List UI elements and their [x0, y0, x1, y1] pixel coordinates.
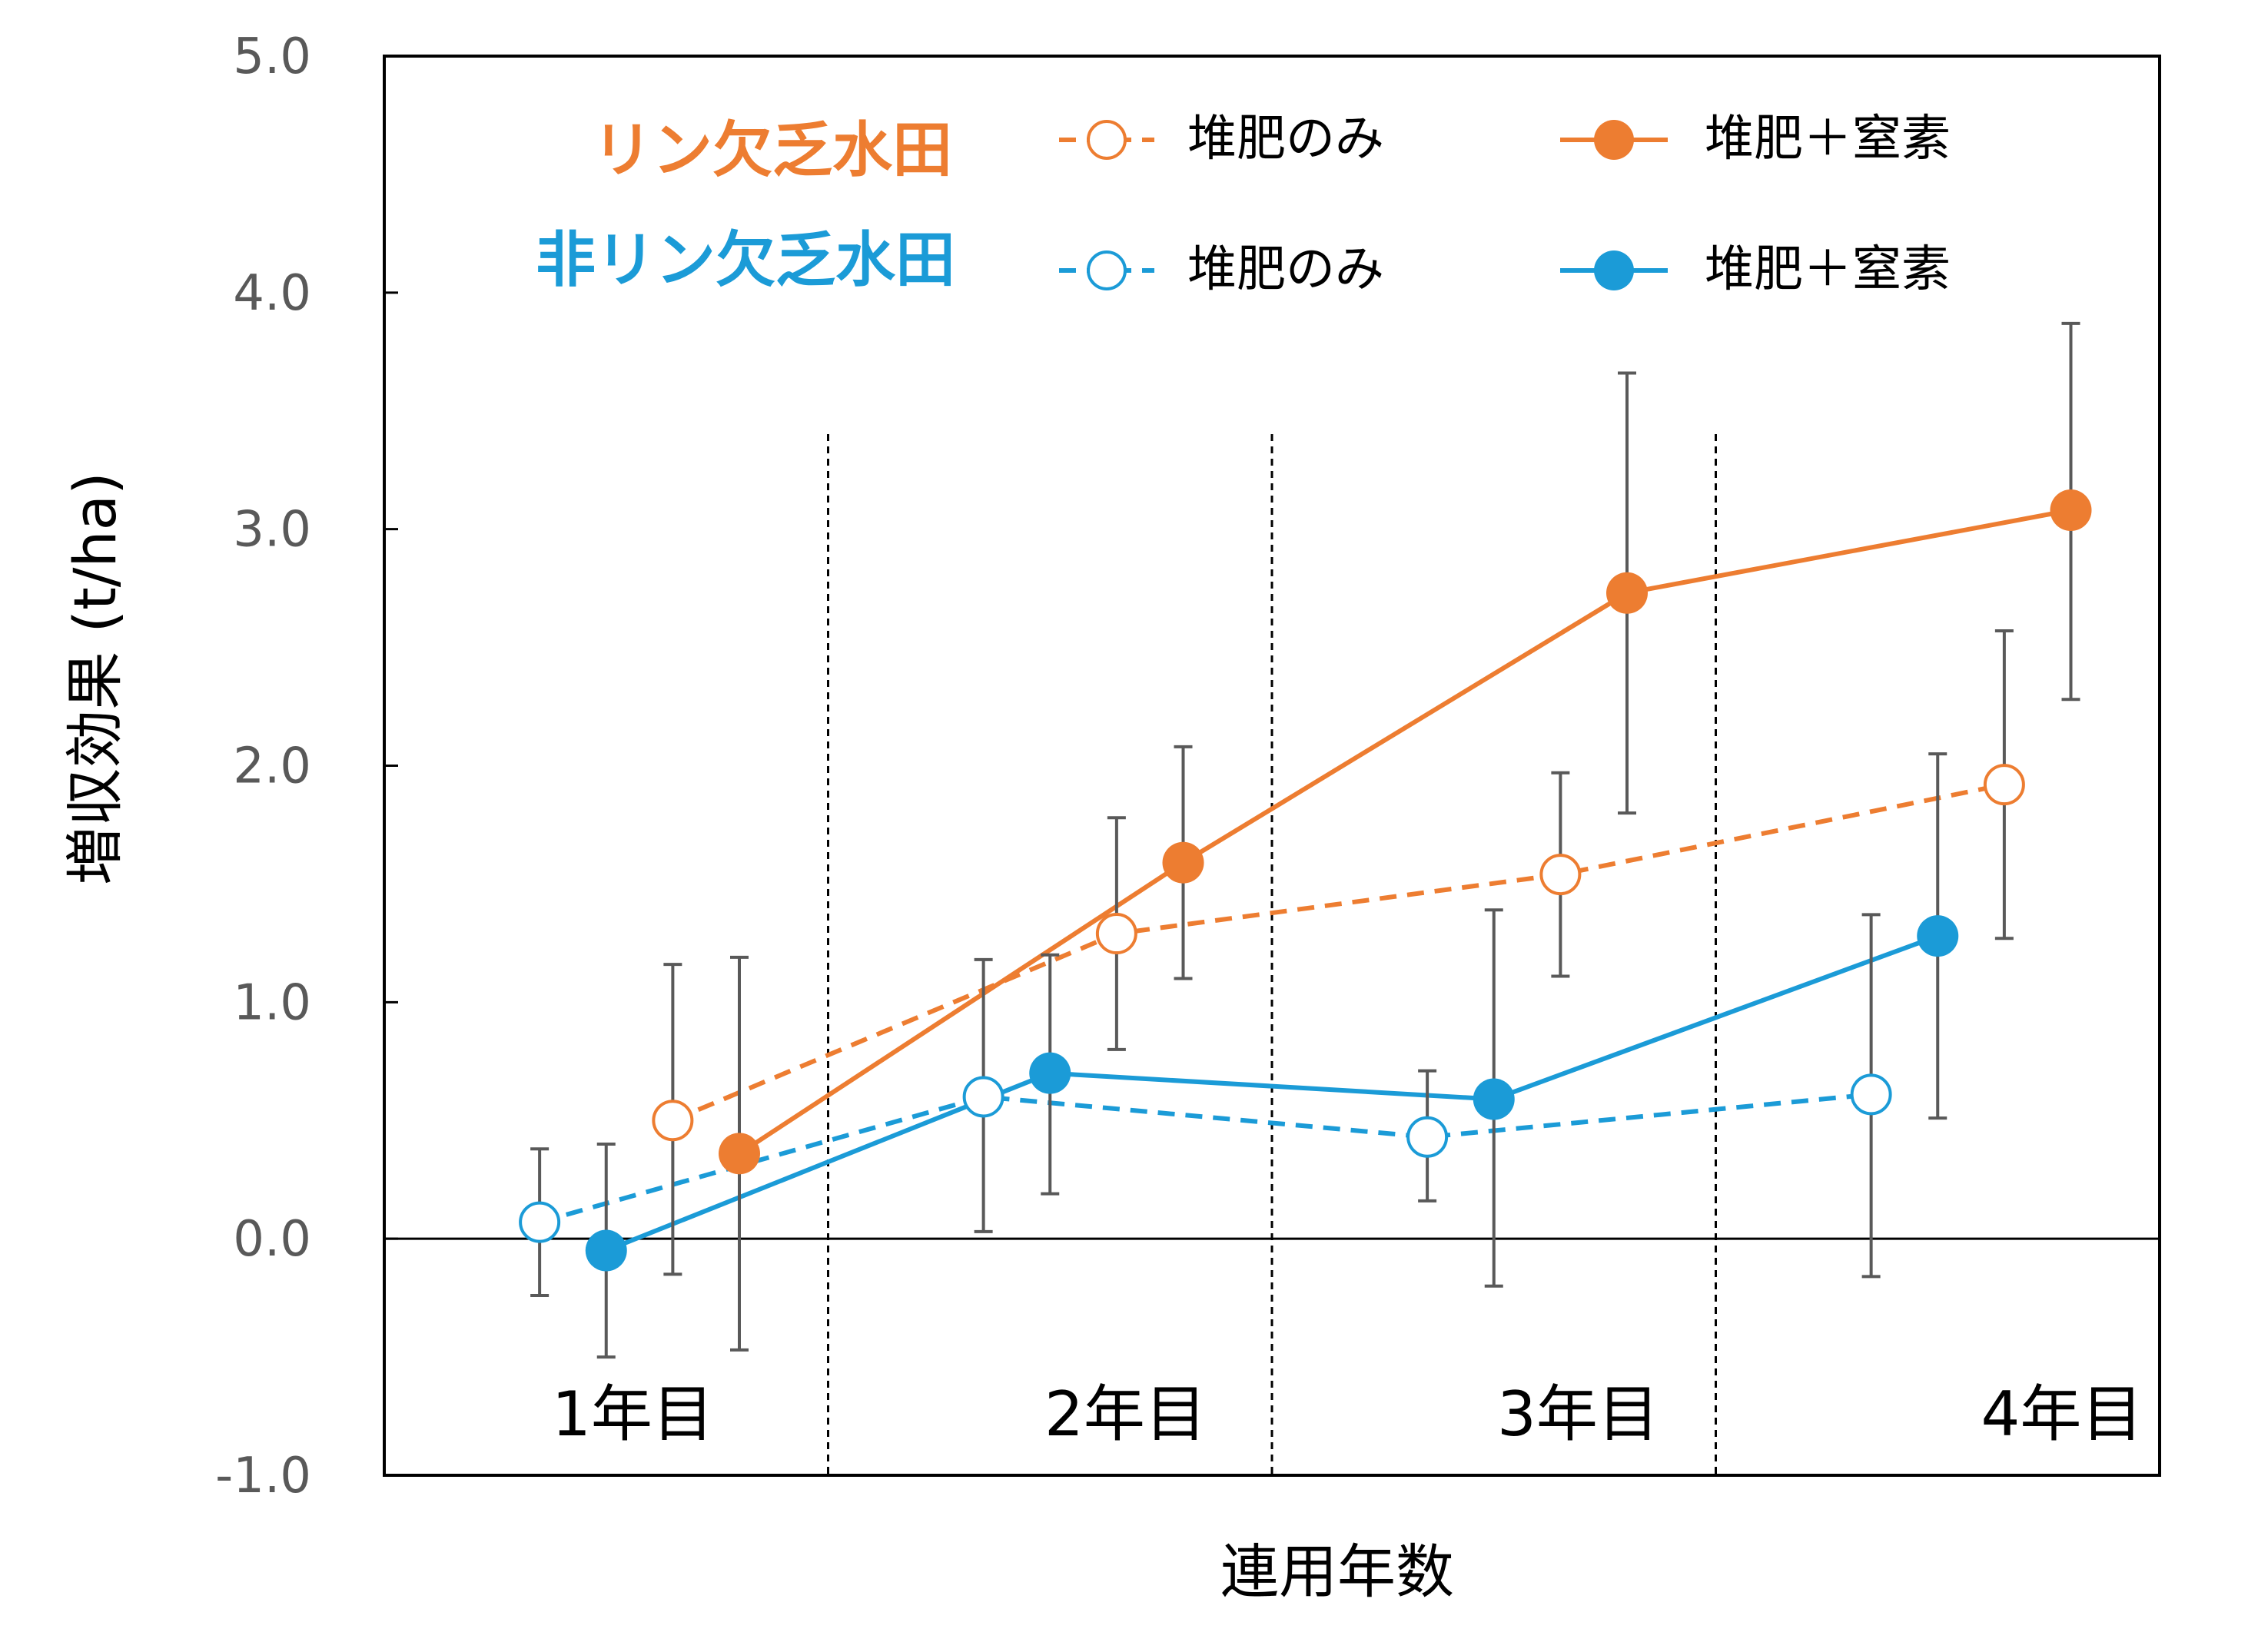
y-tick-label: 1.0 — [233, 974, 311, 1031]
y-tick-label: 0.0 — [233, 1211, 311, 1268]
legend-non-compost-n-marker — [1594, 250, 1634, 290]
legend-p-compost-n-marker — [1594, 120, 1634, 160]
data-point — [1539, 854, 1582, 896]
data-point — [1917, 915, 1959, 957]
data-point — [1406, 1116, 1449, 1158]
y-axis-label: 増収効果 (t/ha) — [61, 472, 129, 885]
data-point — [1850, 1073, 1892, 1116]
data-point — [652, 1100, 694, 1142]
data-point — [1983, 764, 2025, 806]
legend-p-compost-marker — [1087, 120, 1127, 160]
y-tick-label: 3.0 — [233, 502, 311, 559]
legend-non-compost-n-label: 堆肥＋窒素 — [1705, 241, 1951, 298]
data-point — [719, 1133, 760, 1175]
legend-non-compost-marker — [1087, 250, 1127, 290]
legend: リン欠乏水田 非リン欠乏水田 堆肥のみ 堆肥＋窒素 堆肥のみ 堆肥＋窒素 — [536, 111, 1951, 298]
legend-group-non-deficient: 非リン欠乏水田 — [536, 226, 955, 295]
data-point — [519, 1201, 561, 1243]
y-tick-label: -1.0 — [215, 1448, 311, 1504]
y-tick-label: 4.0 — [233, 265, 311, 322]
x-category-label: 1年目 — [552, 1378, 714, 1450]
legend-group-p-deficient: リン欠乏水田 — [593, 116, 952, 185]
x-axis-label: 連用年数 — [1220, 1538, 1454, 1606]
x-category-label: 2年目 — [1044, 1378, 1207, 1450]
series-line — [605, 934, 1939, 1253]
data-point — [1473, 1078, 1515, 1120]
data-point — [585, 1229, 627, 1272]
legend-non-compost-label: 堆肥のみ — [1187, 241, 1384, 298]
x-category-label: 4年目 — [1981, 1378, 2143, 1450]
data-point — [1162, 841, 1204, 884]
data-point — [962, 1076, 1004, 1118]
data-point — [1606, 572, 1648, 614]
legend-p-compost-label: 堆肥のみ — [1187, 111, 1384, 168]
legend-p-compost-n-label: 堆肥＋窒素 — [1705, 111, 1951, 168]
data-point — [1029, 1052, 1071, 1094]
series-line — [672, 782, 2005, 1123]
data-point — [2050, 489, 2092, 532]
series-line — [738, 508, 2072, 1156]
y-tick-label: 2.0 — [233, 738, 311, 795]
x-category-label: 3年目 — [1497, 1378, 1659, 1450]
series-line — [539, 1092, 1871, 1225]
y-tick-label: 5.0 — [233, 28, 311, 85]
data-point — [1095, 913, 1137, 955]
